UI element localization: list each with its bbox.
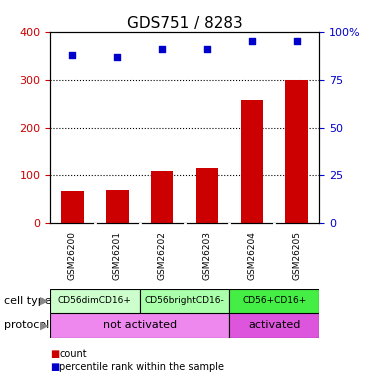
Text: CD56brightCD16-: CD56brightCD16- [145, 296, 224, 305]
Text: not activated: not activated [103, 320, 177, 330]
Bar [229, 289, 319, 313]
Text: ■: ■ [50, 350, 59, 359]
Text: GSM26200: GSM26200 [68, 231, 77, 280]
Text: GSM26205: GSM26205 [292, 231, 301, 280]
Bar [151, 171, 173, 223]
Text: GSM26204: GSM26204 [247, 231, 256, 280]
Point [159, 46, 165, 52]
Text: ■: ■ [50, 362, 59, 372]
Text: cell type: cell type [4, 296, 51, 306]
Bar [50, 313, 229, 338]
Title: GDS751 / 8283: GDS751 / 8283 [127, 16, 242, 31]
Bar [106, 190, 128, 223]
Text: ▶: ▶ [40, 296, 48, 306]
Text: GSM26201: GSM26201 [113, 231, 122, 280]
Bar [241, 100, 263, 223]
Bar [229, 313, 319, 338]
Text: GSM26203: GSM26203 [203, 231, 211, 280]
Text: ▶: ▶ [40, 320, 48, 330]
Text: percentile rank within the sample: percentile rank within the sample [59, 362, 224, 372]
Bar [285, 80, 308, 223]
Bar [61, 190, 84, 223]
Point [294, 39, 300, 45]
Text: CD56+CD16+: CD56+CD16+ [242, 296, 306, 305]
Bar [50, 289, 140, 313]
Point [204, 46, 210, 52]
Text: CD56dimCD16+: CD56dimCD16+ [58, 296, 132, 305]
Point [249, 39, 255, 45]
Point [69, 52, 75, 58]
Bar [140, 289, 229, 313]
Text: GSM26202: GSM26202 [158, 231, 167, 280]
Text: count: count [59, 350, 87, 359]
Point [114, 54, 120, 60]
Bar [196, 168, 218, 223]
Text: activated: activated [248, 320, 301, 330]
Text: protocol: protocol [4, 320, 49, 330]
